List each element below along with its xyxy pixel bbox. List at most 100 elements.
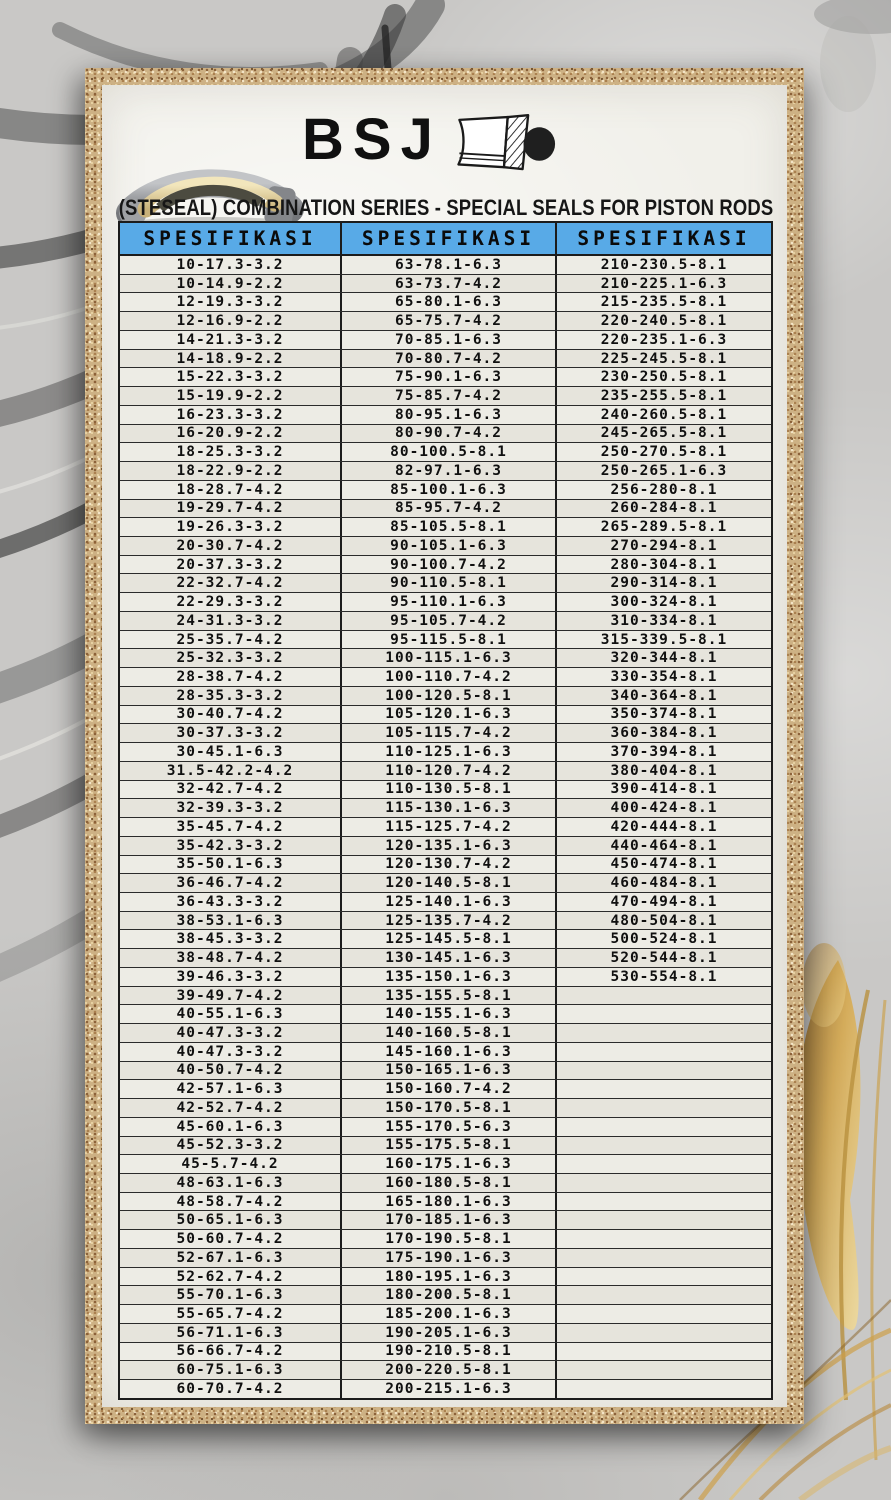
spec-cell: 40-55.1-6.3 bbox=[120, 1005, 342, 1024]
spec-cell: 105-120.1-6.3 bbox=[342, 705, 557, 724]
spec-cell: 170-185.1-6.3 bbox=[342, 1211, 557, 1230]
spec-cell: 115-130.1-6.3 bbox=[342, 799, 557, 818]
spec-cell: 125-135.7-4.2 bbox=[342, 911, 557, 930]
spec-cell: 155-175.5-8.1 bbox=[342, 1136, 557, 1155]
background-gold-foil-art bbox=[679, 943, 891, 1500]
table-row: 45-52.3-3.2 155-175.5-8.1 bbox=[120, 1136, 771, 1156]
spec-cell: 40-47.3-3.2 bbox=[120, 1042, 342, 1061]
spec-cell: 10-17.3-3.2 bbox=[120, 256, 342, 274]
spec-cell: 38-53.1-6.3 bbox=[120, 911, 342, 930]
spec-cell bbox=[557, 1230, 771, 1248]
spec-cell: 39-49.7-4.2 bbox=[120, 986, 342, 1005]
table-row: 60-75.1-6.3 200-220.5-8.1 bbox=[120, 1361, 771, 1381]
table-row: 32-42.7-4.2 110-130.5-8.1 390-414-8.1 bbox=[120, 780, 771, 800]
spec-cell: 60-75.1-6.3 bbox=[120, 1361, 342, 1380]
table-row: 30-40.7-4.2 105-120.1-6.3 350-374-8.1 bbox=[120, 705, 771, 725]
spec-cell: 120-130.7-4.2 bbox=[342, 855, 557, 874]
spec-cell: 48-63.1-6.3 bbox=[120, 1173, 342, 1192]
table-row: 42-52.7-4.2 150-170.5-8.1 bbox=[120, 1099, 771, 1118]
table-row: 55-70.1-6.3 180-200.5-8.1 bbox=[120, 1286, 771, 1306]
spec-cell: 100-110.7-4.2 bbox=[342, 668, 557, 686]
table-row: 10-14.9-2.2 63-73.7-4.2 210-225.1-6.3 bbox=[120, 274, 771, 294]
spec-cell: 135-155.5-8.1 bbox=[342, 986, 557, 1005]
spec-cell: 75-90.1-6.3 bbox=[342, 368, 557, 387]
spec-cell: 40-47.3-3.2 bbox=[120, 1024, 342, 1042]
table-row: 40-55.1-6.3 140-155.1-6.3 bbox=[120, 1005, 771, 1025]
spec-cell: 15-22.3-3.2 bbox=[120, 368, 342, 387]
spec-cell: 190-205.1-6.3 bbox=[342, 1323, 557, 1342]
table-row: 55-65.7-4.2 185-200.1-6.3 bbox=[120, 1305, 771, 1324]
spec-cell: 290-314-8.1 bbox=[557, 574, 771, 593]
spec-cell: 310-334-8.1 bbox=[557, 611, 771, 630]
table-row: 10-17.3-3.2 63-78.1-6.3 210-230.5-8.1 bbox=[120, 256, 771, 275]
spec-cell: 200-215.1-6.3 bbox=[342, 1380, 557, 1398]
spec-cell bbox=[557, 1042, 771, 1061]
table-row: 18-22.9-2.2 82-97.1-6.3 250-265.1-6.3 bbox=[120, 462, 771, 481]
spec-cell: 18-25.3-3.2 bbox=[120, 443, 342, 462]
spec-cell: 42-57.1-6.3 bbox=[120, 1080, 342, 1099]
spec-cell: 175-190.1-6.3 bbox=[342, 1248, 557, 1267]
table-row: 32-39.3-3.2 115-130.1-6.3 400-424-8.1 bbox=[120, 799, 771, 819]
spec-cell: 165-180.1-6.3 bbox=[342, 1192, 557, 1211]
spec-cell bbox=[557, 1173, 771, 1192]
table-row: 40-50.7-4.2 150-165.1-6.3 bbox=[120, 1061, 771, 1081]
spec-cell: 18-22.9-2.2 bbox=[120, 462, 342, 480]
spec-cell: 210-225.1-6.3 bbox=[557, 274, 771, 293]
spec-cell: 330-354-8.1 bbox=[557, 668, 771, 686]
spec-cell: 85-95.7-4.2 bbox=[342, 499, 557, 518]
spec-cell: 36-43.3-3.2 bbox=[120, 892, 342, 911]
spec-cell: 15-19.9-2.2 bbox=[120, 387, 342, 405]
spec-cell bbox=[557, 1024, 771, 1042]
spec-cell: 125-145.5-8.1 bbox=[342, 930, 557, 949]
table-row: 45-60.1-6.3 155-170.5-6.3 bbox=[120, 1117, 771, 1137]
spec-cell bbox=[557, 1267, 771, 1286]
table-row: 16-20.9-2.2 80-90.7-4.2 245-265.5-8.1 bbox=[120, 424, 771, 444]
spec-cell: 120-140.5-8.1 bbox=[342, 874, 557, 892]
spec-cell: 340-364-8.1 bbox=[557, 686, 771, 705]
spec-cell: 160-175.1-6.3 bbox=[342, 1155, 557, 1173]
table-row: 16-23.3-3.2 80-95.1-6.3 240-260.5-8.1 bbox=[120, 405, 771, 425]
spec-cell: 10-14.9-2.2 bbox=[120, 274, 342, 293]
table-row: 20-30.7-4.2 90-105.1-6.3 270-294-8.1 bbox=[120, 537, 771, 556]
spec-cell: 150-160.7-4.2 bbox=[342, 1080, 557, 1099]
spec-cell: 42-52.7-4.2 bbox=[120, 1099, 342, 1117]
spec-cell: 370-394-8.1 bbox=[557, 743, 771, 761]
table-row: 39-49.7-4.2 135-155.5-8.1 bbox=[120, 986, 771, 1006]
spec-cell: 110-125.1-6.3 bbox=[342, 743, 557, 761]
spec-cell: 19-29.7-4.2 bbox=[120, 499, 342, 518]
spec-cell: 35-45.7-4.2 bbox=[120, 818, 342, 836]
table-row: 42-57.1-6.3 150-160.7-4.2 bbox=[120, 1080, 771, 1100]
spec-cell: 14-18.9-2.2 bbox=[120, 349, 342, 368]
table-row: 14-21.3-3.2 70-85.1-6.3 220-235.1-6.3 bbox=[120, 330, 771, 350]
spec-cell: 48-58.7-4.2 bbox=[120, 1192, 342, 1211]
spec-cell: 95-110.1-6.3 bbox=[342, 593, 557, 611]
table-row: 40-47.3-3.2 145-160.1-6.3 bbox=[120, 1042, 771, 1062]
spec-cell: 220-235.1-6.3 bbox=[557, 330, 771, 349]
table-row: 12-19.3-3.2 65-80.1-6.3 215-235.5-8.1 bbox=[120, 293, 771, 313]
spec-cell: 200-220.5-8.1 bbox=[342, 1361, 557, 1380]
spec-cell: 32-42.7-4.2 bbox=[120, 780, 342, 799]
table-row: 38-48.7-4.2 130-145.1-6.3 520-544-8.1 bbox=[120, 949, 771, 968]
spec-cell: 110-120.7-4.2 bbox=[342, 761, 557, 780]
spec-cell: 38-48.7-4.2 bbox=[120, 949, 342, 967]
spec-cell: 100-120.5-8.1 bbox=[342, 686, 557, 705]
spec-cell: 95-115.5-8.1 bbox=[342, 630, 557, 649]
table-row: 25-35.7-4.2 95-115.5-8.1 315-339.5-8.1 bbox=[120, 630, 771, 650]
spec-cell: 500-524-8.1 bbox=[557, 930, 771, 949]
column-header-spesifikasi-1: SPESIFIKASI bbox=[120, 223, 342, 256]
spec-cell: 520-544-8.1 bbox=[557, 949, 771, 967]
spec-cell: 225-245.5-8.1 bbox=[557, 349, 771, 368]
table-row: 56-66.7-4.2 190-210.5-8.1 bbox=[120, 1342, 771, 1362]
spec-cell: 260-284-8.1 bbox=[557, 499, 771, 518]
table-row: 60-70.7-4.2 200-215.1-6.3 bbox=[120, 1380, 771, 1398]
spec-cell: 270-294-8.1 bbox=[557, 537, 771, 555]
table-row: 28-38.7-4.2 100-110.7-4.2 330-354-8.1 bbox=[120, 668, 771, 687]
spec-cell: 530-554-8.1 bbox=[557, 967, 771, 986]
spec-cell: 25-32.3-3.2 bbox=[120, 649, 342, 668]
spec-cell: 82-97.1-6.3 bbox=[342, 462, 557, 480]
spec-cell: 80-100.5-8.1 bbox=[342, 443, 557, 462]
table-row: 35-50.1-6.3 120-130.7-4.2 450-474-8.1 bbox=[120, 855, 771, 875]
table-row: 22-29.3-3.2 95-110.1-6.3 300-324-8.1 bbox=[120, 593, 771, 612]
spec-cell: 14-21.3-3.2 bbox=[120, 330, 342, 349]
spec-cell: 400-424-8.1 bbox=[557, 799, 771, 818]
